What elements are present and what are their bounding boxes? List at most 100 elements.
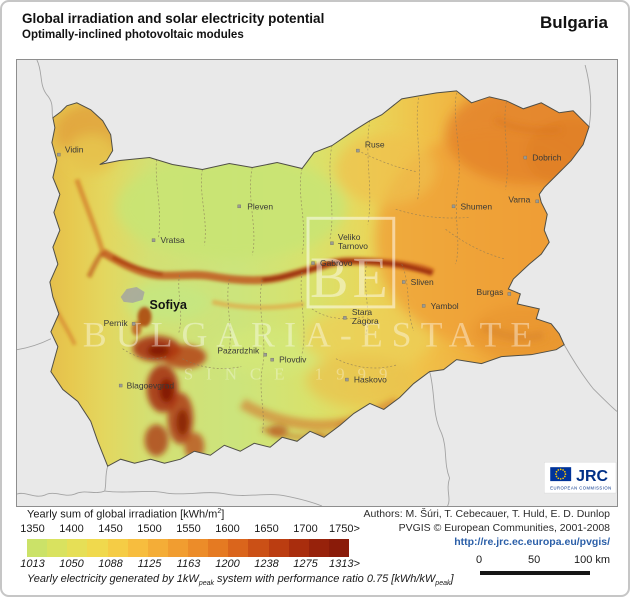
colorbar-segment <box>328 539 349 557</box>
city-label-pleven: Pleven <box>247 201 273 211</box>
city-dot-veliko-tarnovo <box>330 241 334 245</box>
credits-pvgis: PVGIS © European Communities, 2001-2008 <box>398 522 610 534</box>
map-svg: BE BULGARIA-ESTATE SINCE 1999 Vidin Pleve… <box>17 60 617 506</box>
city-dot-burgas <box>507 292 512 296</box>
legend-title-text: Yearly sum of global irradiation [kWh/m <box>27 508 218 521</box>
bulgaria-outline <box>49 90 590 467</box>
colorbar-segment <box>107 539 128 557</box>
legend-tick: 1125 <box>137 558 162 570</box>
city-dot-varna <box>535 199 539 204</box>
scale-bar <box>480 571 590 575</box>
city-label-blagoevgrad: Blagoevgrad <box>127 381 175 391</box>
neighbour-borders <box>17 60 617 506</box>
city-dot-blagoevgrad <box>118 383 123 388</box>
city-dot-pleven <box>237 204 241 209</box>
legend-title-close: ] <box>221 508 225 521</box>
colorbar-segment <box>308 539 329 557</box>
colorbar-segment <box>228 539 249 557</box>
colorbar-segment <box>208 539 229 557</box>
legend-tick: 1750> <box>329 523 360 535</box>
city-dot-sliven <box>402 280 406 284</box>
city-label-stara-zagora: Stara Zagora <box>352 307 379 326</box>
watermark-frame <box>306 216 396 309</box>
city-label-dobrich: Dobrich <box>532 153 561 163</box>
legend-tick: 1313> <box>329 558 360 570</box>
legend-electricity-ticks: 1013 1050 1088 1125 1163 1200 1238 1275 1313> <box>13 558 364 570</box>
city-label-yambol: Yambol <box>431 301 459 311</box>
city-dot-pazardzhik <box>263 352 267 357</box>
city-label-gabrovo: Gabrovo <box>320 258 353 268</box>
legend-tick: 1700 <box>293 523 318 535</box>
colorbar-segment <box>47 539 68 557</box>
city-label-plovdiv: Plovdiv <box>279 355 307 365</box>
jrc-logo: JRC EUROPEAN COMMISSION <box>543 461 617 494</box>
city-markers: Vidin Pleven Vratsa Ruse Dobrich Shumen Varna V… <box>57 140 562 391</box>
city-label-ruse: Ruse <box>365 140 385 150</box>
city-label-sliven: Sliven <box>411 277 434 287</box>
watermark: BE BULGARIA-ESTATE SINCE 1999 <box>83 216 541 384</box>
legend-tick: 1200 <box>215 558 240 570</box>
jrc-org: EUROPEAN COMMISSION <box>550 486 611 491</box>
colorbar-segment <box>188 539 209 557</box>
eu-flag-stars-icon <box>555 468 567 480</box>
mountain-ridges <box>49 117 561 461</box>
legend-tick: 1650 <box>254 523 279 535</box>
legend-colorbar <box>27 539 349 557</box>
colorbar-segment <box>288 539 309 557</box>
legend-caption-sub2: peak <box>435 580 451 588</box>
pvgis-link[interactable]: http://re.jrc.ec.europa.eu/pvgis/ <box>454 536 610 548</box>
jrc-abbr: JRC <box>576 468 608 485</box>
watermark-line1: BULGARIA-ESTATE <box>83 315 541 355</box>
legend-title: Yearly sum of global irradiation [kWh/m2… <box>27 508 224 521</box>
legend-tick: 1500 <box>137 523 162 535</box>
page-title: Global irradiation and solar electricity… <box>22 11 325 26</box>
city-dot-dobrich <box>523 155 527 160</box>
city-dot-stara-zagora <box>343 316 347 320</box>
city-dot-yambol <box>421 304 426 308</box>
city-dot-gabrovo <box>311 261 315 265</box>
city-label-vratsa: Vratsa <box>161 235 185 245</box>
legend-caption-p2: system with performance ratio 0.75 [kWh/… <box>214 573 436 585</box>
map-frame: BE BULGARIA-ESTATE SINCE 1999 Vidin Pleve… <box>16 59 618 507</box>
scale-label-100km: 100 km <box>574 554 611 566</box>
legend-caption: Yearly electricity generated by 1kWpeak … <box>27 573 454 587</box>
legend-tick: 1238 <box>254 558 279 570</box>
city-label-varna: Varna <box>508 194 530 204</box>
credits-block: Authors: M. Šúri, T. Cebecauer, T. Huld,… <box>364 507 610 549</box>
city-label-pernik: Pernik <box>104 318 129 328</box>
colorbar-segment <box>27 539 48 557</box>
country-name: Bulgaria <box>539 13 608 32</box>
legend-irradiation-ticks: 1350 1400 1450 1500 1550 1600 1650 1700 1750> <box>13 523 364 535</box>
city-dot-plovdiv <box>270 357 274 362</box>
credits-authors: Authors: M. Šúri, T. Cebecauer, T. Huld,… <box>363 508 610 520</box>
city-dot-pernik <box>131 322 136 326</box>
city-label-haskovo: Haskovo <box>354 375 387 385</box>
legend-title-sup: 2 <box>217 508 222 515</box>
legend-tick: 1350 <box>20 523 45 535</box>
city-label-veliko-tarnovo: Veliko Tarnovo <box>338 232 368 251</box>
city-dot-ruse <box>356 148 360 153</box>
colorbar-segment <box>248 539 269 557</box>
city-label-vidin: Vidin <box>65 145 84 155</box>
legend-tick: 1088 <box>98 558 123 570</box>
colorbar-segment <box>127 539 148 557</box>
legend-tick: 1400 <box>59 523 84 535</box>
legend-caption-p3: ] <box>450 573 454 585</box>
legend-tick: 1600 <box>215 523 240 535</box>
legend-caption-sub1: peak <box>198 580 214 588</box>
city-label-pazardzhik: Pazardzhik <box>217 346 260 356</box>
colorbar-segment <box>67 539 88 557</box>
city-label-shumen: Shumen <box>461 201 493 211</box>
legend-tick: 1275 <box>293 558 318 570</box>
legend-caption-p1: Yearly electricity generated by 1kW <box>27 573 199 585</box>
legend-tick: 1550 <box>176 523 201 535</box>
page-subtitle: Optimally-inclined photovoltaic modules <box>22 29 244 41</box>
colorbar-segment <box>167 539 188 557</box>
colorbar-segment <box>147 539 168 557</box>
legend-tick: 1163 <box>176 558 201 570</box>
legend-tick: 1050 <box>59 558 84 570</box>
colorbar-segment <box>87 539 108 557</box>
watermark-line2: SINCE 1999 <box>184 365 401 384</box>
city-dot-shumen <box>451 204 456 209</box>
